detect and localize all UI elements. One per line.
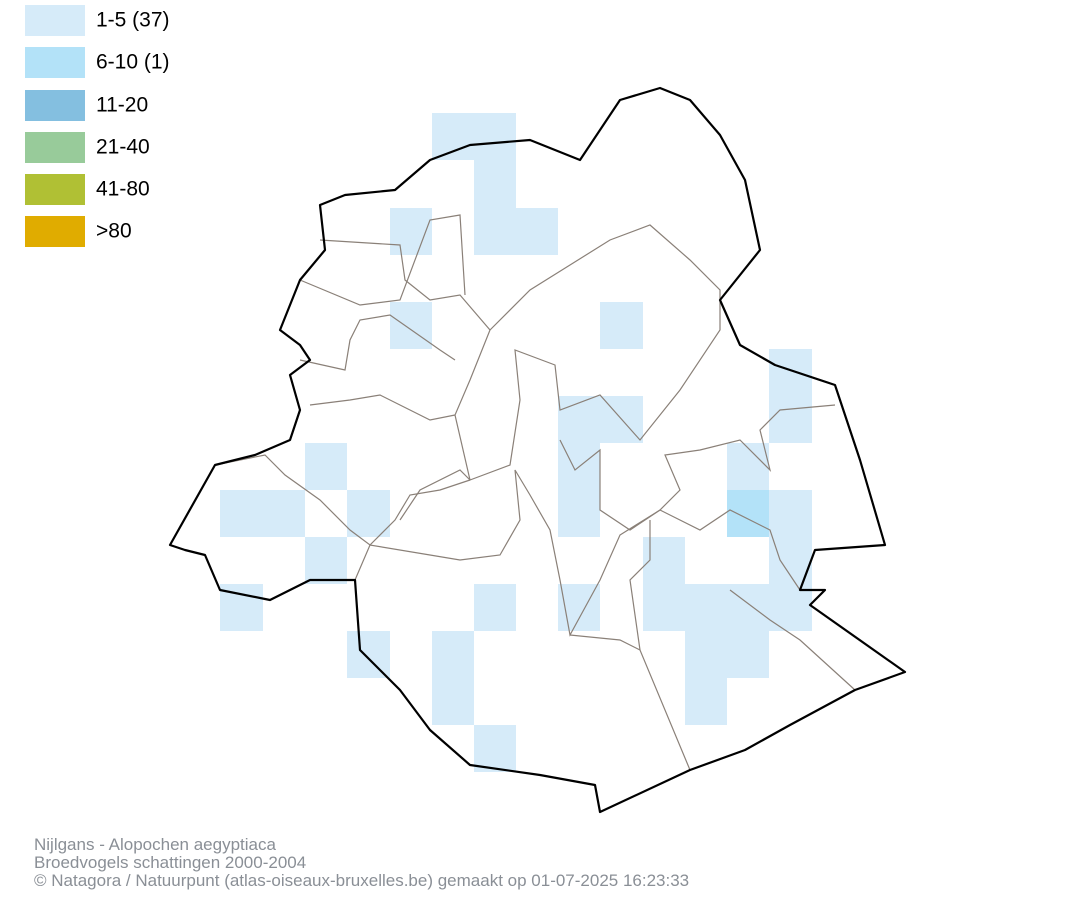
grid-cell <box>769 490 812 537</box>
grid-cell <box>347 631 390 678</box>
grid-cell <box>643 584 812 631</box>
legend-swatch <box>25 132 85 163</box>
grid-cell <box>685 631 769 678</box>
legend-label: 1-5 (37) <box>96 9 170 32</box>
legend-swatch <box>25 47 85 78</box>
grid-cell <box>769 396 812 443</box>
footer-line: Broedvogels schattingen 2000-2004 <box>34 853 306 872</box>
grid-cell <box>474 584 516 631</box>
grid-cell <box>432 631 474 678</box>
grid-cell <box>727 490 769 537</box>
legend-swatch <box>25 5 85 36</box>
legend-label: 11-20 <box>96 94 148 117</box>
legend-swatch <box>25 216 85 247</box>
commune-borders <box>214 214 856 771</box>
grid-cell <box>685 678 727 725</box>
grid-cell <box>600 302 643 349</box>
grid-cell <box>558 396 643 443</box>
legend-label: 6-10 (1) <box>96 51 170 74</box>
grid-cell <box>347 490 390 537</box>
grid-cell <box>305 537 347 584</box>
grid-cell <box>474 208 558 255</box>
grid-cell <box>390 208 432 255</box>
legend-swatch <box>25 174 85 205</box>
legend-label: >80 <box>96 220 132 243</box>
region-border <box>168 86 907 814</box>
grid-cell <box>432 113 516 160</box>
grid-cell <box>769 349 812 396</box>
legend-label: 21-40 <box>96 136 150 159</box>
footer-line: © Natagora / Natuurpunt (atlas-oiseaux-b… <box>34 871 689 890</box>
footer: Nijlgans - Alopochen aegyptiacaBroedvoge… <box>34 835 689 890</box>
grid-cell <box>220 490 305 537</box>
grid-cell <box>390 302 432 349</box>
grid-cells <box>220 113 812 772</box>
grid-cell <box>727 443 769 490</box>
footer-line: Nijlgans - Alopochen aegyptiaca <box>34 835 276 854</box>
grid-cell <box>558 490 600 537</box>
legend-swatch <box>25 90 85 121</box>
grid-cell <box>474 160 516 208</box>
grid-cell <box>432 678 474 725</box>
legend: 1-5 (37) 6-10 (1) 11-20 21-40 41-80 >80 <box>25 5 170 247</box>
grid-cell <box>305 443 347 490</box>
grid-cell <box>474 725 516 772</box>
legend-label: 41-80 <box>96 178 150 201</box>
